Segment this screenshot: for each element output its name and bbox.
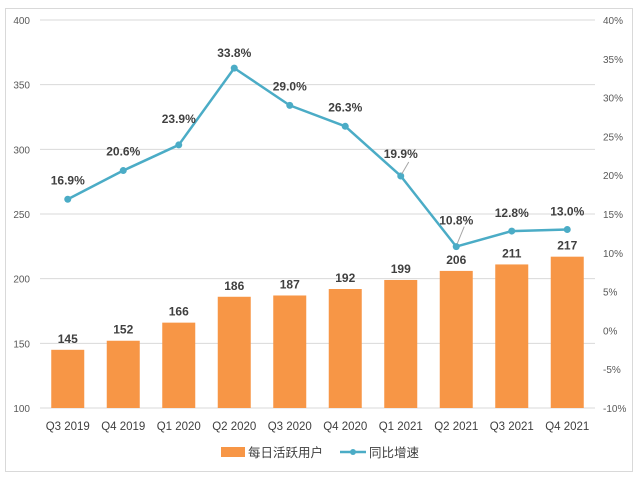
x-axis-tick-label: Q2 2021 bbox=[434, 421, 478, 433]
line-data-label: 23.9% bbox=[162, 112, 196, 126]
right-axis-tick-label: 10% bbox=[603, 249, 623, 260]
left-axis-tick-label: 100 bbox=[13, 404, 30, 415]
line-data-label: 10.8% bbox=[439, 214, 473, 228]
bar bbox=[495, 264, 529, 408]
bar-data-label: 199 bbox=[391, 262, 411, 276]
right-axis-tick-label: 25% bbox=[603, 132, 623, 143]
left-axis-tick-label: 200 bbox=[13, 275, 30, 286]
growth-line bbox=[67, 66, 568, 248]
legend-swatch-marker bbox=[350, 449, 356, 455]
line-data-label: 29.0% bbox=[273, 79, 307, 93]
right-axis-tick-label: 5% bbox=[603, 288, 618, 299]
growth-marker bbox=[563, 226, 571, 234]
bar bbox=[51, 349, 85, 408]
line-data-label: 26.3% bbox=[328, 100, 362, 114]
right-axis-tick-label: 15% bbox=[603, 210, 623, 221]
line-data-label: 16.9% bbox=[51, 173, 85, 187]
x-axis-tick-label: Q4 2020 bbox=[323, 421, 367, 433]
left-axis-tick-label: 400 bbox=[13, 16, 30, 27]
growth-marker bbox=[397, 172, 405, 180]
right-axis-tick-label: 35% bbox=[603, 55, 623, 66]
line-data-label: 12.8% bbox=[495, 206, 529, 220]
label-leader-line bbox=[456, 226, 465, 244]
label-leader-line bbox=[401, 161, 410, 175]
left-axis-tick-label: 300 bbox=[13, 145, 30, 156]
right-axis-tick-label: -5% bbox=[603, 365, 621, 376]
bar-data-label: 145 bbox=[58, 332, 78, 346]
x-axis-tick-label: Q1 2020 bbox=[157, 421, 201, 433]
growth-marker bbox=[175, 141, 183, 149]
x-axis-tick-label: Q3 2021 bbox=[490, 421, 534, 433]
growth-marker bbox=[64, 195, 72, 203]
bar bbox=[439, 270, 473, 408]
growth-marker bbox=[452, 243, 460, 251]
right-axis-tick-label: 0% bbox=[603, 326, 618, 337]
growth-marker bbox=[286, 101, 294, 109]
right-axis-tick-label: 30% bbox=[603, 94, 623, 105]
line-data-label: 19.9% bbox=[384, 147, 418, 161]
growth-marker bbox=[341, 122, 349, 130]
x-axis-tick-label: Q3 2019 bbox=[46, 421, 90, 433]
left-axis-tick-label: 150 bbox=[13, 339, 30, 350]
bar-data-label: 166 bbox=[169, 305, 189, 319]
bar-data-label: 192 bbox=[335, 271, 355, 285]
left-axis-tick-label: 350 bbox=[13, 81, 30, 92]
line-data-label: 20.6% bbox=[106, 145, 140, 159]
legend-label-dau: 每日活跃用户 bbox=[248, 445, 323, 460]
bar-data-label: 187 bbox=[280, 277, 300, 291]
growth-marker bbox=[508, 227, 516, 235]
growth-marker bbox=[119, 167, 127, 175]
bar bbox=[217, 296, 251, 408]
x-axis-tick-label: Q2 2020 bbox=[212, 421, 256, 433]
line-data-label: 33.8% bbox=[217, 46, 251, 60]
left-axis-tick-label: 250 bbox=[13, 210, 30, 221]
bar-data-label: 152 bbox=[113, 323, 133, 337]
bar bbox=[106, 340, 140, 408]
x-axis-tick-label: Q3 2020 bbox=[268, 421, 312, 433]
bar bbox=[550, 256, 584, 408]
bar-data-label: 211 bbox=[502, 246, 522, 260]
x-axis-tick-label: Q4 2019 bbox=[101, 421, 145, 433]
growth-marker bbox=[230, 64, 238, 72]
bar bbox=[273, 295, 307, 408]
bar-data-label: 206 bbox=[446, 253, 466, 267]
bar bbox=[328, 289, 362, 408]
bar-data-label: 186 bbox=[224, 279, 244, 293]
legend-swatch-bar bbox=[221, 447, 245, 457]
right-axis-tick-label: 20% bbox=[603, 171, 623, 182]
bar bbox=[384, 279, 418, 408]
bar-data-label: 217 bbox=[557, 239, 577, 253]
line-data-label: 13.0% bbox=[550, 205, 584, 219]
x-axis-tick-label: Q4 2021 bbox=[545, 421, 589, 433]
legend-label-growth: 同比增速 bbox=[369, 445, 420, 460]
right-axis-tick-label: 40% bbox=[603, 16, 623, 27]
right-axis-tick-label: -10% bbox=[603, 404, 626, 415]
x-axis-tick-label: Q1 2021 bbox=[379, 421, 423, 433]
bar bbox=[162, 322, 196, 408]
